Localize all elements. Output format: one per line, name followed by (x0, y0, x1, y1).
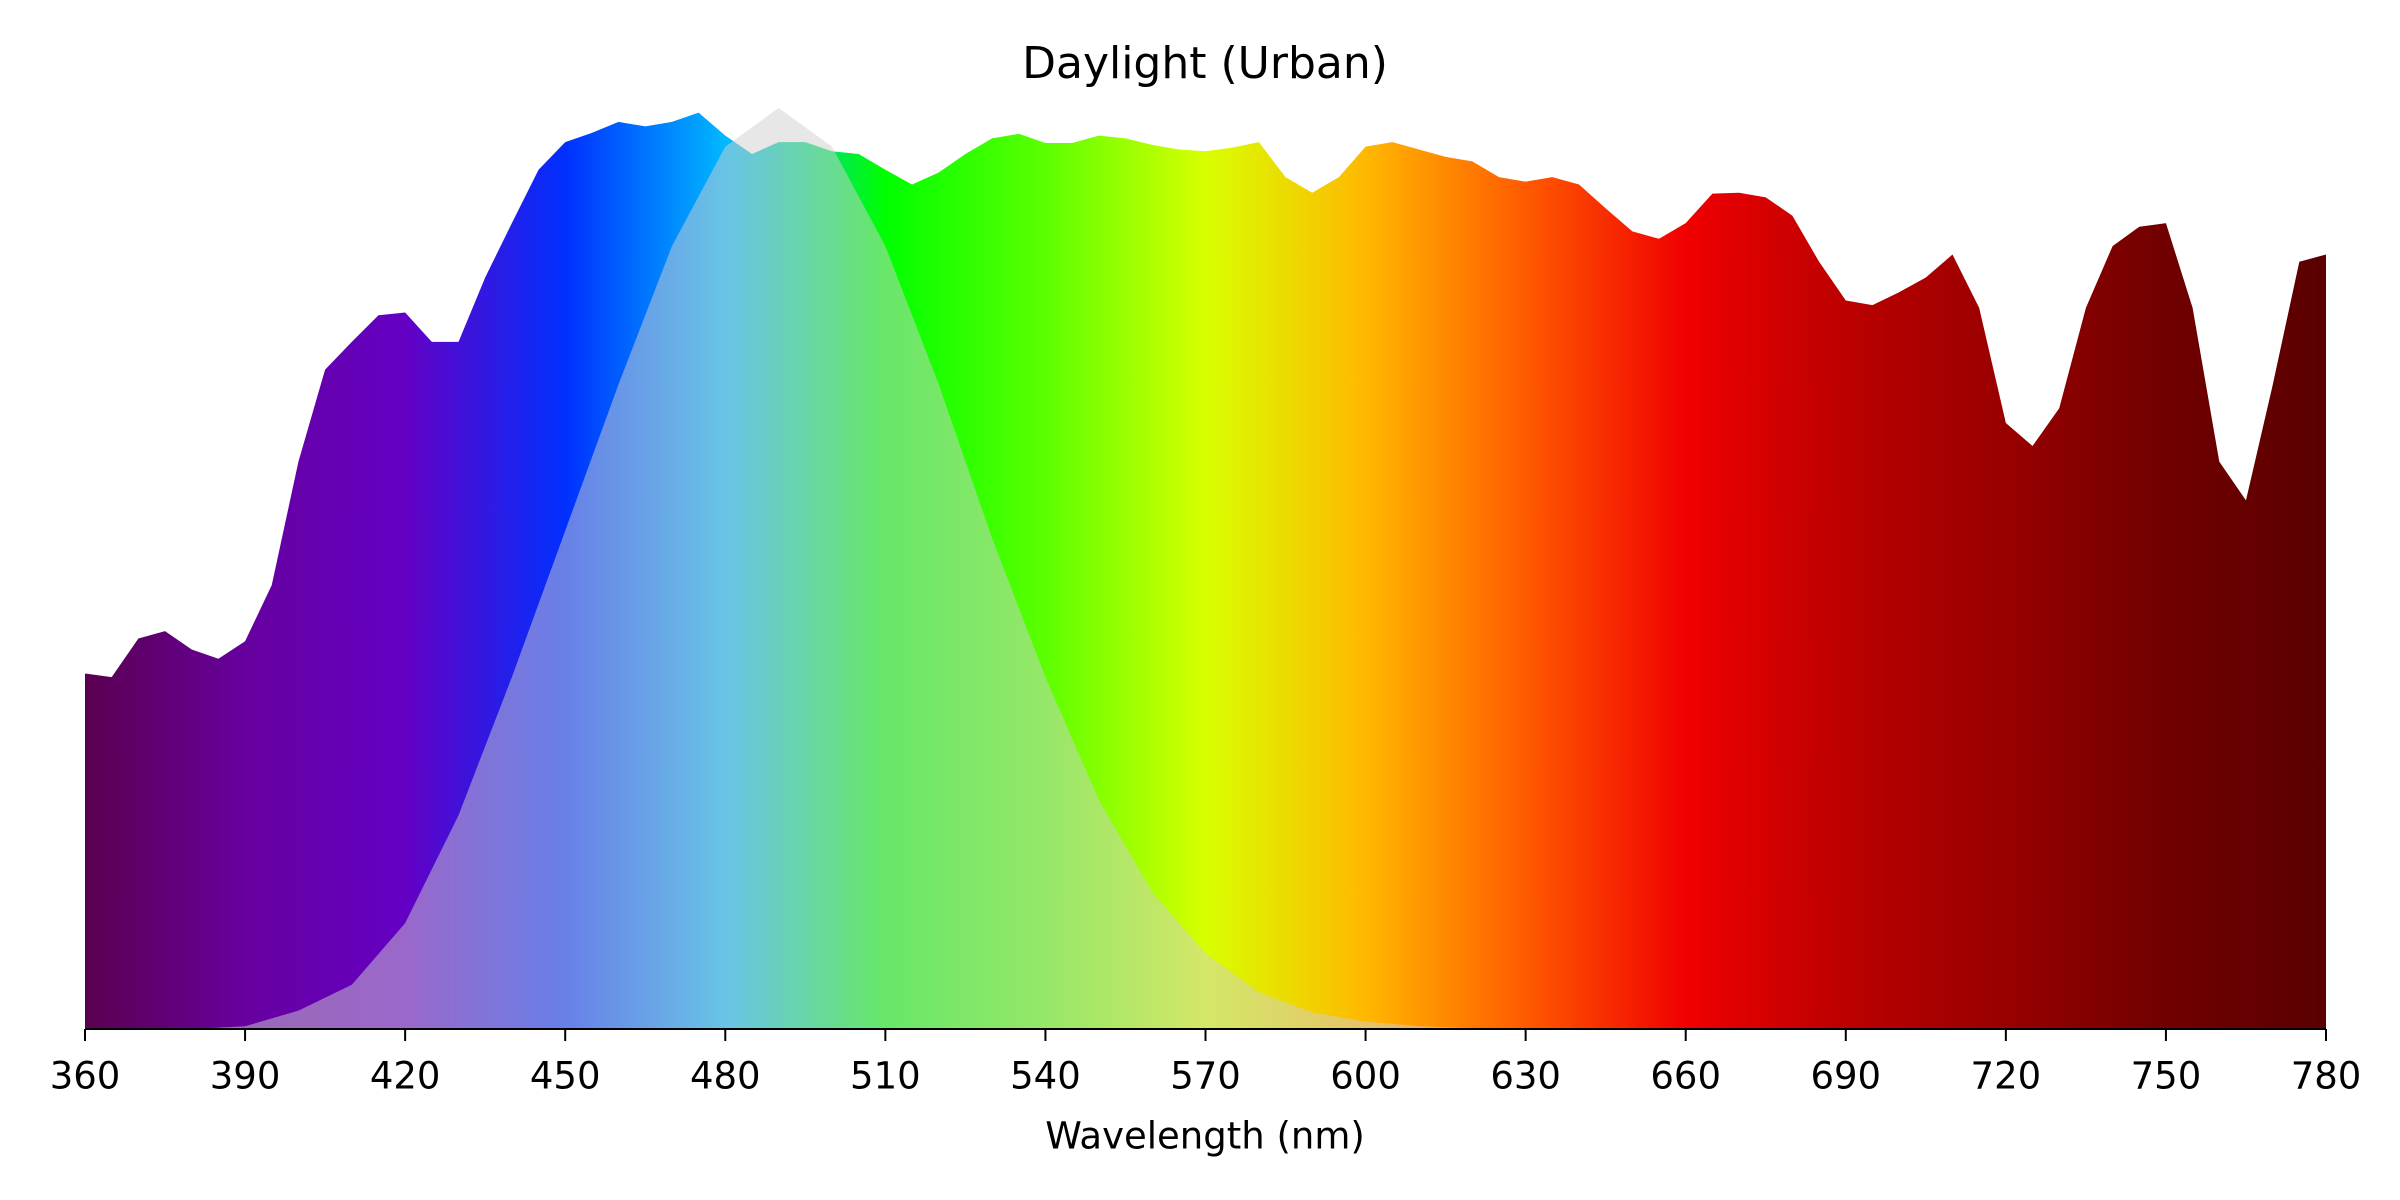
x-tick-label: 570 (1170, 1055, 1241, 1098)
x-tick-label: 360 (50, 1055, 121, 1098)
x-tick-label: 780 (2291, 1055, 2362, 1098)
x-tick-label: 720 (1971, 1055, 2042, 1098)
x-axis-label: Wavelength (nm) (1045, 1115, 1365, 1158)
x-tick-label: 420 (370, 1055, 441, 1098)
x-tick-label: 390 (210, 1055, 281, 1098)
x-tick-label: 600 (1330, 1055, 1401, 1098)
x-tick-label: 750 (2131, 1055, 2202, 1098)
x-tick-label: 630 (1490, 1055, 1561, 1098)
area (191, 108, 1473, 1029)
x-tick-label: 450 (530, 1055, 601, 1098)
x-tick-label: 480 (690, 1055, 761, 1098)
x-tick-label: 510 (850, 1055, 921, 1098)
x-tick-label: 690 (1810, 1055, 1881, 1098)
chart-title: Daylight (Urban) (1022, 38, 1388, 89)
x-tick-label: 540 (1010, 1055, 1081, 1098)
x-tick-label: 660 (1650, 1055, 1721, 1098)
